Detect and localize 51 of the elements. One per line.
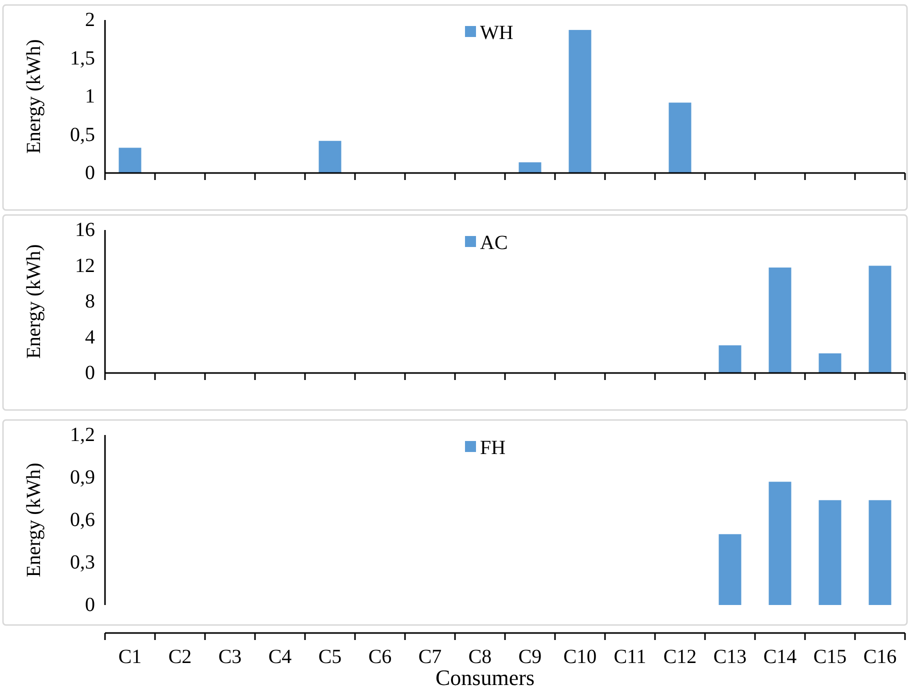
x-tick-label: C7 [418, 646, 442, 668]
bar [868, 266, 892, 373]
bar [718, 534, 742, 605]
legend-label: AC [480, 232, 508, 254]
x-tick-label: C15 [813, 646, 847, 668]
x-tick-label: C14 [763, 646, 797, 668]
x-tick-label: C5 [318, 646, 342, 668]
bar [818, 500, 842, 605]
x-tick-label: C2 [168, 646, 192, 668]
y-axis-title: Energy (kWh) [23, 39, 45, 154]
y-tick-label: 0,5 [70, 124, 95, 146]
y-axis-title: Energy (kWh) [23, 244, 45, 359]
y-tick-label: 1,2 [70, 424, 95, 446]
y-tick-label: 0,3 [70, 552, 95, 574]
y-tick-label: 0 [85, 162, 95, 184]
y-tick-label: 16 [75, 219, 95, 241]
bar [118, 148, 142, 173]
y-tick-label: 1,5 [70, 47, 95, 70]
y-tick-label: 12 [75, 254, 95, 277]
x-tick-label: C9 [518, 646, 542, 668]
y-tick-label: 0,6 [70, 509, 95, 531]
y-tick-label: 0,9 [70, 466, 95, 488]
y-tick-label: 1 [85, 86, 95, 108]
x-axis-title: Consumers [436, 665, 534, 690]
x-tick-label: C12 [663, 646, 697, 668]
y-tick-label: 0 [85, 362, 95, 384]
bar [818, 353, 842, 373]
x-tick-label: C16 [863, 646, 897, 668]
x-tick-label: C8 [468, 646, 492, 668]
bar [318, 140, 342, 173]
bar [768, 268, 792, 373]
y-tick-label: 0 [85, 594, 95, 616]
x-tick-label: C3 [218, 646, 242, 668]
bar [518, 162, 542, 173]
x-tick-label: C11 [614, 646, 646, 668]
y-axis-title: Energy (kWh) [23, 462, 45, 578]
y-tick-label: 2 [85, 9, 95, 31]
bar [718, 345, 742, 373]
y-tick-label: 4 [85, 326, 95, 348]
x-tick-label: C10 [563, 646, 597, 668]
bar [668, 102, 692, 173]
x-tick-label: C13 [713, 646, 747, 668]
bar [868, 500, 892, 605]
legend-label: FH [480, 437, 506, 459]
legend-label: WH [480, 22, 514, 44]
x-tick-label: C6 [368, 646, 392, 668]
x-tick-label: C4 [268, 646, 292, 668]
bar [568, 30, 592, 173]
y-tick-label: 8 [85, 290, 95, 312]
x-tick-label: C1 [118, 646, 142, 668]
bar [768, 482, 792, 605]
